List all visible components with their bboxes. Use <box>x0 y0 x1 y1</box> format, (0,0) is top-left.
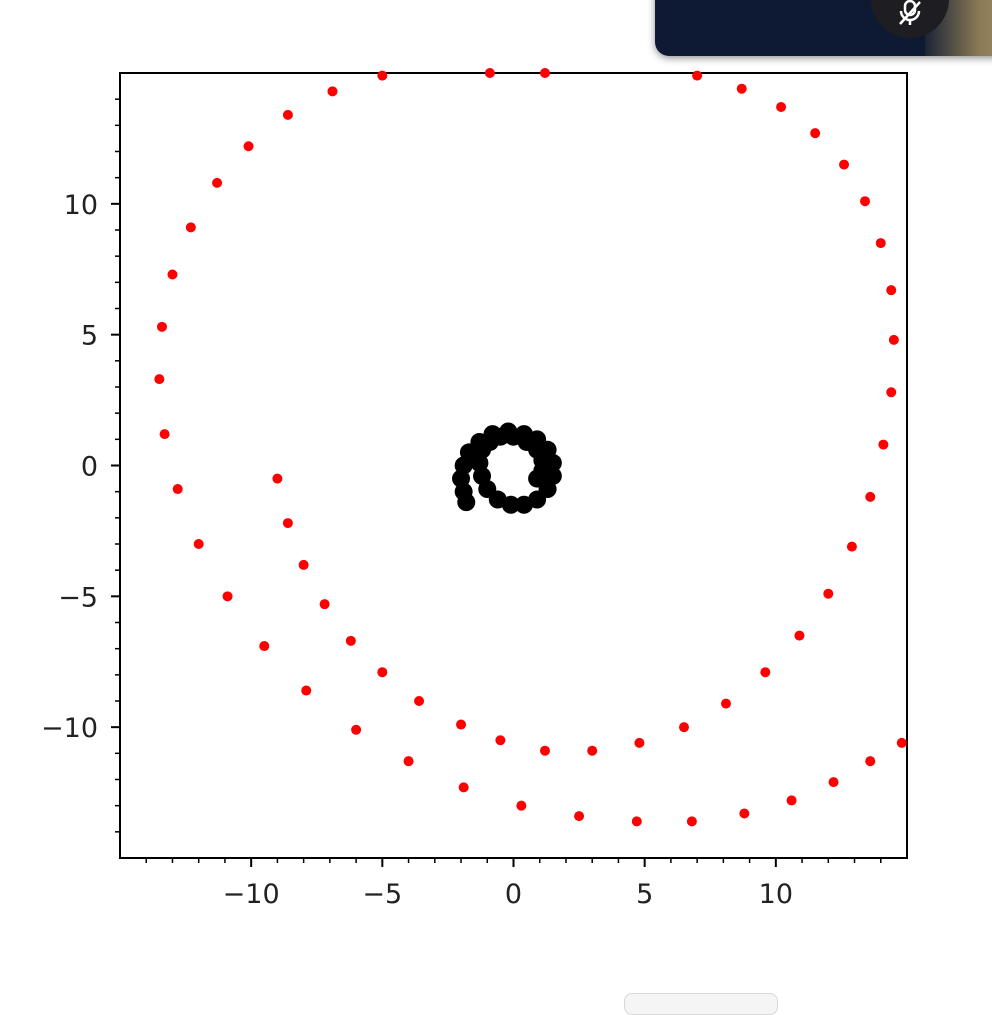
data-point <box>516 800 527 811</box>
data-point <box>692 70 703 81</box>
data-point <box>351 724 362 735</box>
data-point <box>458 782 469 793</box>
data-point <box>491 427 510 446</box>
data-point <box>259 641 270 652</box>
y-tick-label: 5 <box>81 321 98 352</box>
plot-area <box>119 72 908 859</box>
data-point <box>896 737 907 748</box>
data-point <box>212 177 223 188</box>
data-point <box>875 238 886 249</box>
data-point <box>634 737 645 748</box>
data-point <box>886 285 897 296</box>
data-point <box>631 816 642 827</box>
data-point <box>282 109 293 120</box>
data-point <box>345 635 356 646</box>
data-point <box>528 469 547 488</box>
data-point <box>159 429 170 440</box>
data-point <box>172 484 183 495</box>
data-point <box>282 518 293 529</box>
data-point <box>167 269 178 280</box>
minor-ticks <box>115 98 882 863</box>
data-point <box>760 667 771 678</box>
data-point <box>720 698 731 709</box>
data-point <box>865 491 876 502</box>
bottom-tab-handle[interactable] <box>624 993 778 1015</box>
data-point <box>539 68 550 78</box>
major-ticks <box>111 202 777 867</box>
data-point <box>414 696 425 706</box>
data-point <box>679 722 690 733</box>
data-point <box>298 559 309 570</box>
data-point <box>846 541 857 552</box>
red-spiral-series <box>154 68 907 827</box>
data-point <box>878 439 889 450</box>
data-point <box>222 591 233 602</box>
data-point <box>272 473 283 484</box>
data-point <box>495 735 506 746</box>
y-tick-label: 0 <box>81 452 98 483</box>
data-point <box>301 685 312 696</box>
data-point <box>865 756 876 767</box>
data-point <box>185 222 196 233</box>
data-point <box>794 630 805 641</box>
x-tick-label: 10 <box>759 879 793 910</box>
data-point <box>810 128 821 139</box>
data-point <box>514 495 533 514</box>
x-tick-label: −5 <box>362 879 402 910</box>
x-tick-labels: −10 −5 0 5 10 <box>223 879 793 910</box>
y-tick-label: 10 <box>64 190 98 221</box>
x-tick-label: 5 <box>636 879 653 910</box>
data-point <box>377 70 388 81</box>
data-point <box>739 808 750 819</box>
y-tick-label: −5 <box>58 582 98 613</box>
data-point <box>243 141 254 152</box>
data-point <box>484 68 495 78</box>
data-point <box>736 83 747 94</box>
data-point <box>377 667 388 678</box>
data-point <box>403 756 414 767</box>
x-tick-label: 0 <box>505 879 522 910</box>
data-point <box>888 334 899 345</box>
data-point <box>587 745 598 756</box>
data-point <box>860 196 871 207</box>
data-point <box>193 539 204 549</box>
data-point <box>839 159 850 170</box>
data-point <box>886 387 897 398</box>
data-point <box>154 374 165 385</box>
series-layer <box>154 68 907 827</box>
data-point <box>574 811 585 822</box>
y-tick-labels: 10 5 0 −5 −10 <box>41 190 98 744</box>
data-point <box>686 816 697 827</box>
data-point <box>823 588 834 599</box>
data-point <box>456 719 467 730</box>
microphone-muted-icon <box>894 0 926 32</box>
data-point <box>828 777 839 788</box>
black-core-series <box>452 422 562 514</box>
data-point <box>319 599 330 610</box>
data-point <box>327 86 338 97</box>
data-point <box>776 102 787 113</box>
data-point <box>539 745 550 756</box>
data-point <box>786 795 797 806</box>
video-call-overlay[interactable] <box>655 0 992 56</box>
x-tick-label: −10 <box>223 879 280 910</box>
data-point <box>156 321 167 332</box>
y-tick-label: −10 <box>41 713 98 744</box>
